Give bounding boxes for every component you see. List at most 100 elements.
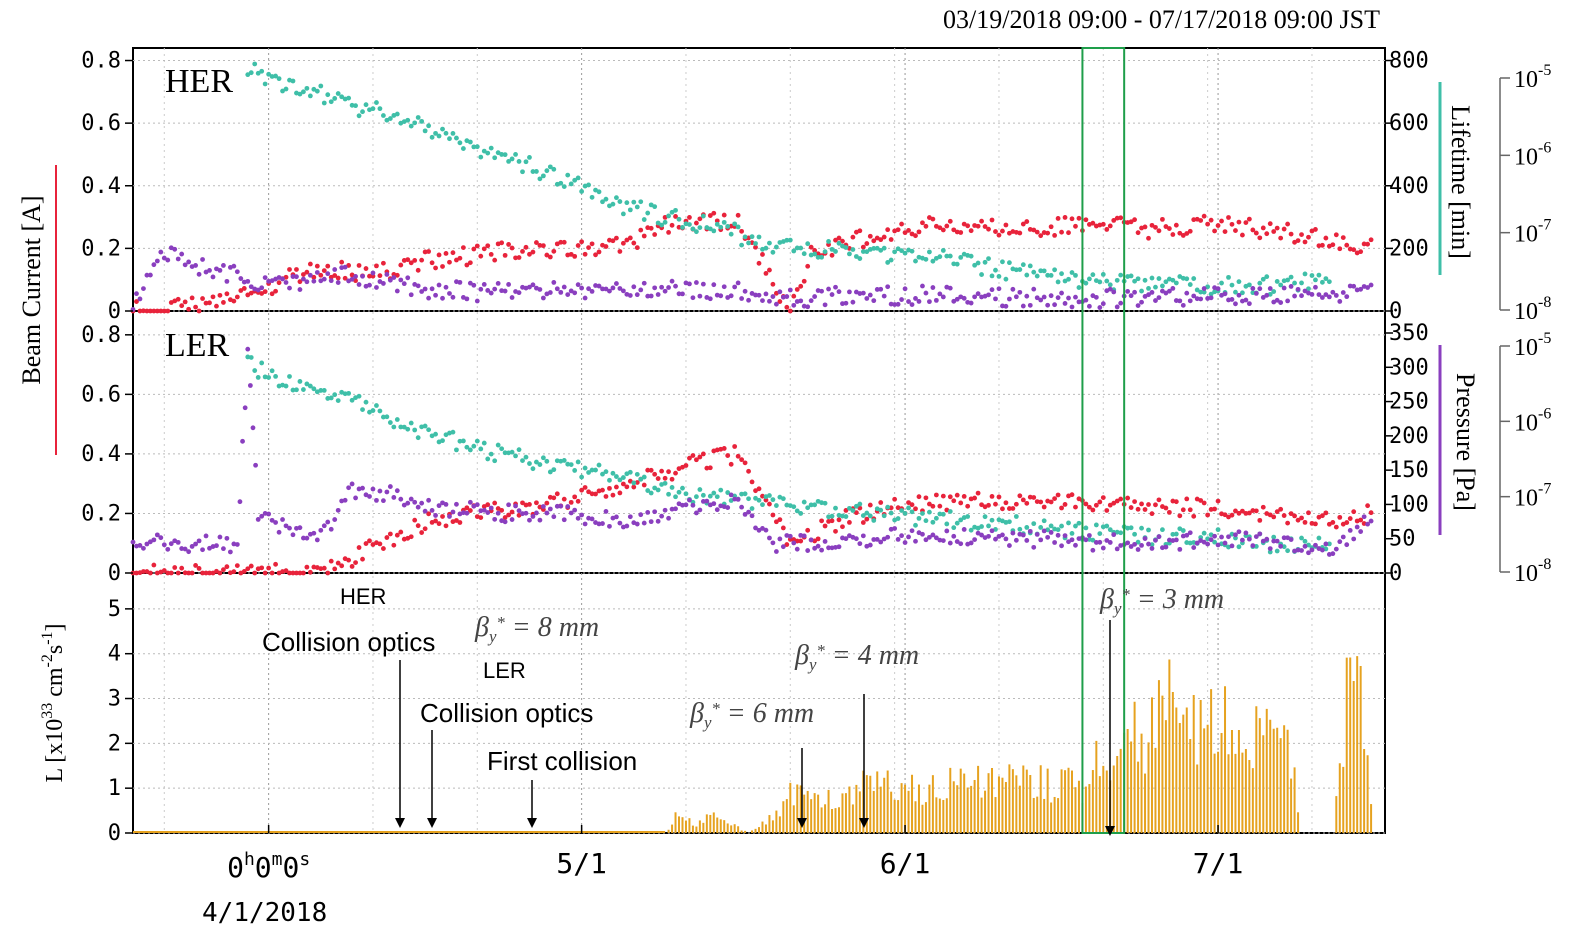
point-her-beam-current bbox=[1351, 247, 1357, 253]
point-ler-pressure bbox=[464, 510, 470, 516]
point-her-lifetime bbox=[283, 86, 289, 92]
point-her-lifetime bbox=[328, 99, 334, 105]
point-ler-beam-current bbox=[1027, 494, 1033, 500]
point-her-pressure bbox=[478, 286, 484, 292]
tick-label-lum: 3 bbox=[108, 687, 121, 712]
point-ler-lifetime bbox=[551, 467, 557, 473]
point-ler-beam-current bbox=[1146, 502, 1151, 507]
point-ler-lifetime bbox=[700, 492, 706, 498]
point-her-beam-current bbox=[499, 240, 505, 246]
point-her-lifetime bbox=[1086, 276, 1092, 282]
point-ler-pressure bbox=[1184, 532, 1190, 538]
beta-subscript: y bbox=[807, 655, 817, 674]
point-ler-beam-current bbox=[224, 564, 230, 570]
point-ler-pressure bbox=[318, 527, 324, 533]
point-her-pressure bbox=[353, 274, 358, 279]
point-ler-beam-current bbox=[1048, 499, 1054, 505]
point-ler-beam-current bbox=[767, 501, 772, 507]
point-her-beam-current bbox=[627, 235, 633, 241]
point-ler-pressure bbox=[467, 499, 473, 505]
beta-subscript: y bbox=[702, 713, 712, 732]
beta-value: = 4 mm bbox=[825, 640, 919, 671]
point-ler-lifetime bbox=[1038, 525, 1044, 530]
point-her-beam-current bbox=[460, 245, 466, 251]
point-ler-lifetime bbox=[902, 511, 908, 516]
point-her-beam-current bbox=[1073, 223, 1078, 229]
point-ler-pressure bbox=[426, 497, 432, 503]
point-her-beam-current bbox=[579, 239, 585, 245]
point-ler-lifetime bbox=[398, 424, 404, 430]
point-ler-pressure bbox=[572, 507, 578, 513]
tick-label-lifetime: 400 bbox=[1389, 174, 1429, 199]
annotation-beta: βy* = 3 mm bbox=[1099, 584, 1224, 618]
point-her-beam-current bbox=[1107, 223, 1113, 229]
point-ler-lifetime bbox=[301, 387, 306, 392]
point-her-beam-current bbox=[141, 308, 146, 314]
point-her-pressure bbox=[200, 257, 205, 262]
point-her-pressure bbox=[1365, 285, 1371, 290]
point-ler-lifetime bbox=[725, 490, 731, 495]
point-her-lifetime bbox=[332, 96, 338, 101]
point-her-lifetime bbox=[666, 213, 671, 219]
point-ler-pressure bbox=[1264, 536, 1270, 542]
point-her-beam-current bbox=[989, 217, 995, 223]
point-her-pressure bbox=[1194, 296, 1200, 302]
point-ler-pressure bbox=[1149, 546, 1155, 551]
point-ler-lifetime bbox=[255, 375, 261, 380]
point-ler-lifetime bbox=[808, 502, 814, 508]
point-ler-lifetime bbox=[822, 500, 828, 506]
point-ler-pressure bbox=[902, 540, 908, 545]
point-ler-beam-current bbox=[1007, 506, 1012, 511]
point-her-beam-current bbox=[513, 255, 518, 261]
point-ler-beam-current bbox=[1149, 511, 1155, 517]
point-ler-beam-current bbox=[749, 479, 755, 485]
point-her-pressure bbox=[238, 276, 244, 281]
point-her-lifetime bbox=[1264, 274, 1270, 280]
point-ler-lifetime bbox=[415, 435, 421, 441]
point-her-beam-current bbox=[1274, 225, 1280, 231]
point-ler-lifetime bbox=[287, 374, 292, 379]
point-her-pressure bbox=[812, 294, 818, 299]
point-her-pressure bbox=[151, 262, 157, 268]
point-ler-beam-current bbox=[742, 460, 748, 466]
point-ler-pressure bbox=[1059, 543, 1064, 549]
point-her-pressure bbox=[833, 284, 838, 290]
point-ler-pressure bbox=[240, 438, 245, 444]
point-her-pressure bbox=[773, 301, 779, 307]
point-her-lifetime bbox=[784, 237, 790, 243]
log-exponent: -6 bbox=[1538, 139, 1551, 156]
point-her-beam-current bbox=[158, 308, 164, 314]
point-her-lifetime bbox=[1278, 282, 1284, 288]
point-her-lifetime bbox=[276, 76, 282, 82]
point-ler-pressure bbox=[1365, 521, 1371, 527]
point-ler-beam-current bbox=[1111, 500, 1117, 506]
point-her-lifetime bbox=[440, 126, 445, 132]
point-her-beam-current bbox=[234, 294, 240, 300]
point-ler-beam-current bbox=[1246, 510, 1252, 516]
point-her-beam-current bbox=[415, 267, 421, 273]
point-ler-beam-current bbox=[234, 563, 240, 569]
point-her-lifetime bbox=[735, 224, 741, 230]
point-her-pressure bbox=[1034, 295, 1040, 301]
point-ler-beam-current bbox=[954, 492, 960, 498]
annotation-arrowhead bbox=[427, 818, 437, 828]
point-her-beam-current bbox=[798, 283, 804, 289]
log-exponent: -8 bbox=[1538, 556, 1551, 573]
point-her-lifetime bbox=[1285, 277, 1291, 283]
point-ler-beam-current bbox=[179, 565, 185, 571]
point-her-pressure bbox=[1229, 297, 1235, 302]
point-her-lifetime bbox=[923, 256, 929, 262]
point-her-beam-current bbox=[363, 266, 369, 271]
point-ler-beam-current bbox=[273, 561, 278, 567]
point-ler-pressure bbox=[481, 507, 487, 513]
point-ler-beam-current bbox=[1142, 507, 1148, 512]
point-her-pressure bbox=[951, 298, 957, 304]
point-her-beam-current bbox=[728, 223, 734, 229]
point-ler-beam-current bbox=[739, 457, 745, 463]
point-her-pressure bbox=[492, 286, 498, 292]
point-ler-lifetime bbox=[405, 426, 411, 432]
point-ler-beam-current bbox=[923, 495, 929, 501]
point-her-pressure bbox=[485, 288, 491, 293]
point-ler-pressure bbox=[614, 514, 619, 520]
point-ler-beam-current bbox=[269, 570, 275, 576]
